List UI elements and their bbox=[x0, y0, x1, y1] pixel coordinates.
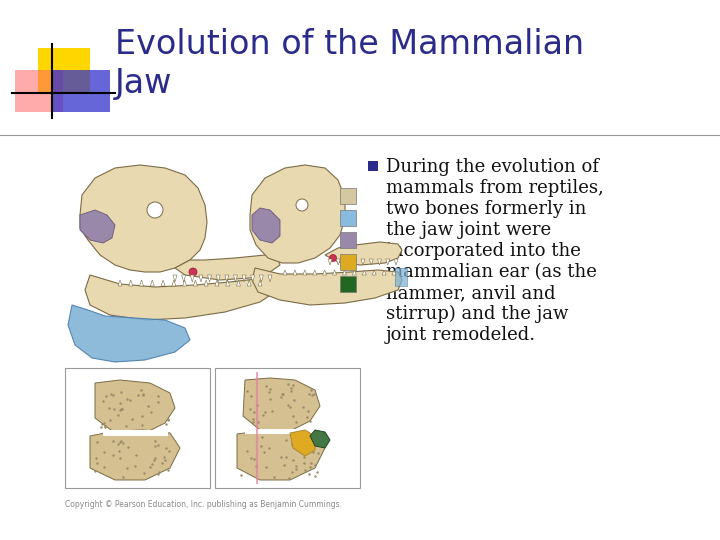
Polygon shape bbox=[80, 165, 207, 272]
Text: hammer, anvil and: hammer, anvil and bbox=[386, 284, 556, 302]
Polygon shape bbox=[175, 255, 280, 280]
Polygon shape bbox=[328, 259, 332, 265]
Polygon shape bbox=[312, 270, 317, 275]
Polygon shape bbox=[80, 210, 115, 243]
Polygon shape bbox=[290, 430, 315, 456]
Polygon shape bbox=[392, 270, 396, 275]
Polygon shape bbox=[258, 280, 262, 286]
Polygon shape bbox=[344, 259, 348, 265]
Polygon shape bbox=[243, 378, 320, 431]
Text: incorporated into the: incorporated into the bbox=[386, 242, 581, 260]
Polygon shape bbox=[382, 270, 386, 275]
Circle shape bbox=[147, 202, 163, 218]
Polygon shape bbox=[190, 275, 194, 282]
Polygon shape bbox=[323, 270, 327, 275]
Text: stirrup) and the jaw: stirrup) and the jaw bbox=[386, 305, 568, 323]
Text: Copyright © Pearson Education, Inc. publishing as Benjamin Cummings.: Copyright © Pearson Education, Inc. publ… bbox=[65, 500, 342, 509]
Polygon shape bbox=[118, 280, 122, 286]
Text: During the evolution of: During the evolution of bbox=[386, 158, 599, 176]
Bar bbox=[15, 70, 63, 112]
Polygon shape bbox=[172, 280, 176, 286]
Text: the jaw joint were: the jaw joint were bbox=[386, 221, 551, 239]
Polygon shape bbox=[310, 430, 330, 448]
Text: Evolution of the Mammalian
Jaw: Evolution of the Mammalian Jaw bbox=[115, 28, 584, 100]
Bar bbox=[395, 268, 407, 286]
Polygon shape bbox=[215, 280, 219, 286]
Polygon shape bbox=[194, 280, 197, 286]
Bar bbox=[65, 368, 210, 488]
Circle shape bbox=[330, 254, 336, 261]
Polygon shape bbox=[252, 268, 402, 305]
Polygon shape bbox=[325, 242, 402, 265]
Bar bbox=[215, 368, 360, 488]
Polygon shape bbox=[259, 275, 264, 282]
Polygon shape bbox=[377, 259, 382, 265]
Polygon shape bbox=[204, 280, 208, 286]
Polygon shape bbox=[68, 305, 190, 362]
Polygon shape bbox=[233, 275, 238, 282]
Polygon shape bbox=[242, 275, 246, 282]
Polygon shape bbox=[293, 270, 297, 275]
Polygon shape bbox=[161, 280, 165, 286]
Bar bbox=[52, 70, 110, 112]
Polygon shape bbox=[150, 280, 154, 286]
Bar bbox=[340, 254, 356, 270]
Polygon shape bbox=[85, 275, 278, 320]
Polygon shape bbox=[361, 259, 365, 265]
Polygon shape bbox=[225, 275, 229, 282]
Polygon shape bbox=[199, 275, 203, 282]
Polygon shape bbox=[362, 270, 366, 275]
Polygon shape bbox=[90, 430, 180, 480]
Polygon shape bbox=[386, 259, 390, 265]
Polygon shape bbox=[394, 259, 398, 265]
Polygon shape bbox=[247, 280, 251, 286]
Polygon shape bbox=[353, 259, 356, 265]
Polygon shape bbox=[336, 259, 341, 265]
Polygon shape bbox=[251, 275, 255, 282]
Polygon shape bbox=[237, 430, 325, 480]
Bar bbox=[38, 48, 90, 93]
Polygon shape bbox=[140, 280, 143, 286]
Polygon shape bbox=[343, 270, 346, 275]
Circle shape bbox=[189, 268, 197, 276]
Polygon shape bbox=[369, 259, 373, 265]
Polygon shape bbox=[129, 280, 132, 286]
Polygon shape bbox=[95, 380, 175, 433]
Polygon shape bbox=[216, 275, 220, 282]
Text: two bones formerly in: two bones formerly in bbox=[386, 200, 586, 218]
Bar bbox=[103, 430, 168, 436]
Polygon shape bbox=[352, 270, 356, 275]
Polygon shape bbox=[181, 275, 186, 282]
Polygon shape bbox=[183, 280, 186, 286]
Bar bbox=[340, 210, 356, 226]
Polygon shape bbox=[372, 270, 376, 275]
Text: joint remodeled.: joint remodeled. bbox=[386, 326, 536, 344]
Text: mammalian ear (as the: mammalian ear (as the bbox=[386, 263, 597, 281]
Circle shape bbox=[296, 199, 308, 211]
Polygon shape bbox=[250, 165, 345, 263]
Bar bbox=[368, 161, 378, 171]
Polygon shape bbox=[252, 208, 280, 243]
Polygon shape bbox=[207, 275, 212, 282]
Polygon shape bbox=[173, 275, 177, 282]
Text: mammals from reptiles,: mammals from reptiles, bbox=[386, 179, 604, 197]
Bar bbox=[340, 188, 356, 204]
Bar bbox=[340, 276, 356, 292]
Polygon shape bbox=[333, 270, 336, 275]
Polygon shape bbox=[225, 280, 230, 286]
Bar bbox=[245, 429, 320, 434]
Bar bbox=[340, 232, 356, 248]
Polygon shape bbox=[236, 280, 240, 286]
Polygon shape bbox=[303, 270, 307, 275]
Polygon shape bbox=[268, 275, 272, 282]
Polygon shape bbox=[283, 270, 287, 275]
